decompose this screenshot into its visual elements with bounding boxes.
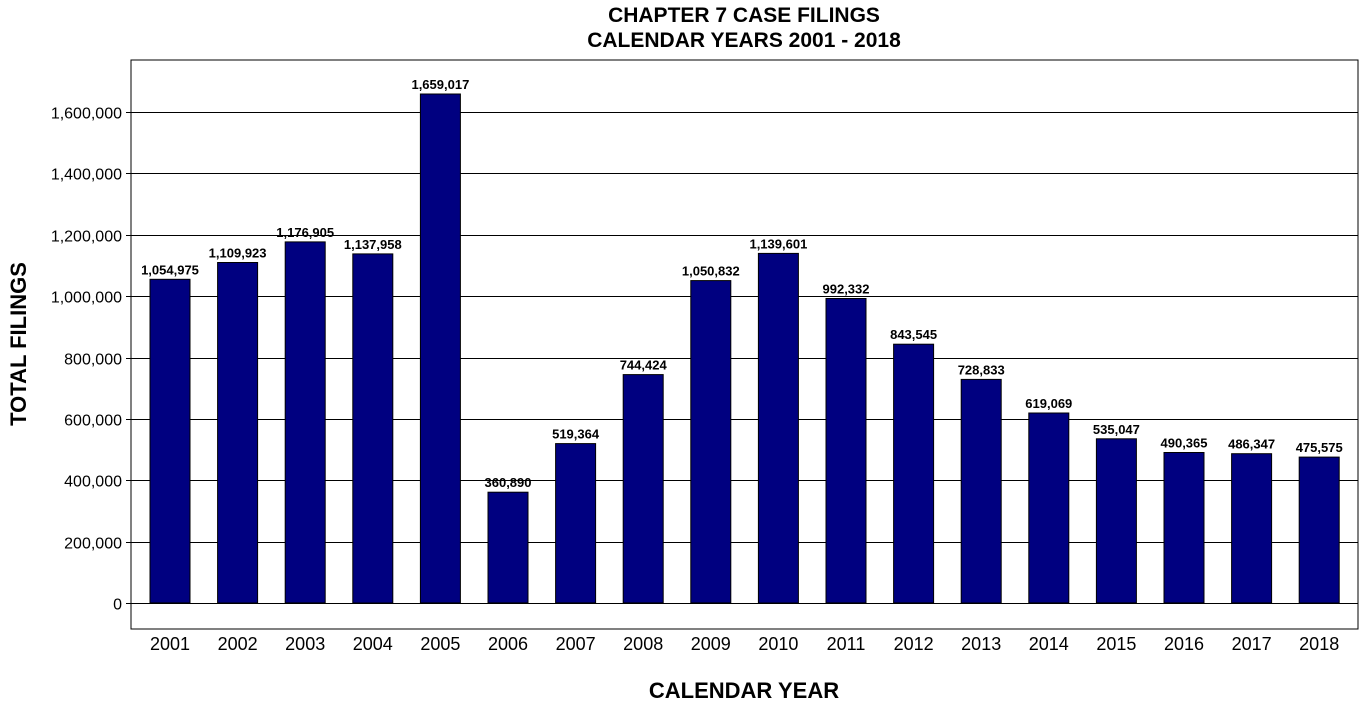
data-label: 490,365 — [1161, 436, 1208, 451]
x-tick-label: 2015 — [1096, 634, 1136, 654]
chart-subtitle: CALENDAR YEARS 2001 - 2018 — [587, 29, 901, 52]
x-tick-label: 2002 — [218, 634, 258, 654]
x-tick-label: 2018 — [1299, 634, 1339, 654]
x-tick-label: 2012 — [894, 634, 934, 654]
bar-2015 — [1095, 438, 1137, 604]
bar-2007 — [555, 443, 597, 604]
x-tick-label: 2010 — [758, 634, 798, 654]
data-label: 1,139,601 — [749, 236, 807, 251]
y-tick-label: 1,600,000 — [51, 106, 122, 123]
data-label: 843,545 — [890, 327, 937, 342]
chart-title: CHAPTER 7 CASE FILINGS — [608, 4, 880, 27]
x-tick-label: 2013 — [961, 634, 1001, 654]
bar-2010 — [757, 252, 799, 604]
x-tick-label: 2009 — [691, 634, 731, 654]
y-tick-label: 600,000 — [64, 413, 122, 430]
y-tick-label: 400,000 — [64, 474, 122, 491]
data-label: 535,047 — [1093, 422, 1140, 437]
data-label: 1,109,923 — [209, 246, 267, 261]
plot-frame — [130, 59, 1359, 630]
bar-2009 — [690, 280, 732, 604]
x-tick-label: 2003 — [285, 634, 325, 654]
data-label: 992,332 — [823, 282, 870, 297]
x-tick-label: 2014 — [1029, 634, 1069, 654]
y-axis-ticks: 0 200,000 400,000 600,000 800,000 1,000,000 1,… — [51, 106, 131, 614]
data-label: 486,347 — [1228, 437, 1275, 452]
x-tick-label: 2007 — [556, 634, 596, 654]
y-tick-label: 1,000,000 — [51, 290, 122, 307]
bar-2004 — [352, 253, 394, 604]
bar-2003 — [284, 241, 326, 604]
x-tick-label: 2017 — [1232, 634, 1272, 654]
bar-2014 — [1028, 412, 1070, 604]
y-tick-label: 1,400,000 — [51, 167, 122, 184]
y-tick-label: 0 — [113, 597, 122, 614]
y-tick-label: 200,000 — [64, 536, 122, 553]
bar-2016 — [1163, 452, 1205, 604]
bar-2012 — [893, 343, 935, 604]
data-label: 1,054,975 — [141, 262, 199, 277]
data-label: 728,833 — [958, 362, 1005, 377]
bar-2013 — [960, 378, 1002, 604]
bar-2011 — [825, 298, 867, 604]
data-label: 744,424 — [620, 358, 668, 373]
y-axis-title: TOTAL FILINGS — [6, 262, 31, 426]
bar-2005 — [419, 93, 461, 604]
data-label: 519,364 — [552, 427, 600, 442]
x-tick-label: 2001 — [150, 634, 190, 654]
bar-2017 — [1231, 453, 1273, 604]
data-label: 360,890 — [485, 475, 532, 490]
data-label: 1,137,958 — [344, 237, 402, 252]
bars — [149, 93, 1340, 604]
x-tick-label: 2011 — [827, 634, 866, 654]
x-tick-label: 2004 — [353, 634, 393, 654]
bar-2001 — [149, 278, 191, 604]
gridlines — [131, 112, 1358, 604]
data-label: 1,176,905 — [276, 225, 334, 240]
x-tick-label: 2016 — [1164, 634, 1204, 654]
x-axis-title: CALENDAR YEAR — [649, 678, 839, 703]
x-tick-label: 2005 — [420, 634, 460, 654]
y-tick-label: 1,200,000 — [51, 229, 122, 246]
bar-2008 — [622, 374, 664, 604]
data-label: 475,575 — [1296, 440, 1343, 455]
x-tick-label: 2008 — [623, 634, 663, 654]
bar-2018 — [1298, 456, 1340, 604]
x-tick-label: 2006 — [488, 634, 528, 654]
data-label: 1,659,017 — [411, 77, 469, 92]
bar-2002 — [217, 262, 259, 604]
data-label: 619,069 — [1025, 396, 1072, 411]
x-axis-ticks: 2001 2002 2003 2004 2005 2006 2007 2008 2009 2010… — [150, 634, 1339, 654]
data-label: 1,050,832 — [682, 264, 740, 279]
data-labels: 1,054,975 1,109,923 1,176,905 1,137,958 1,65… — [141, 77, 1343, 490]
y-tick-label: 800,000 — [64, 352, 122, 369]
bar-2006 — [487, 491, 529, 604]
